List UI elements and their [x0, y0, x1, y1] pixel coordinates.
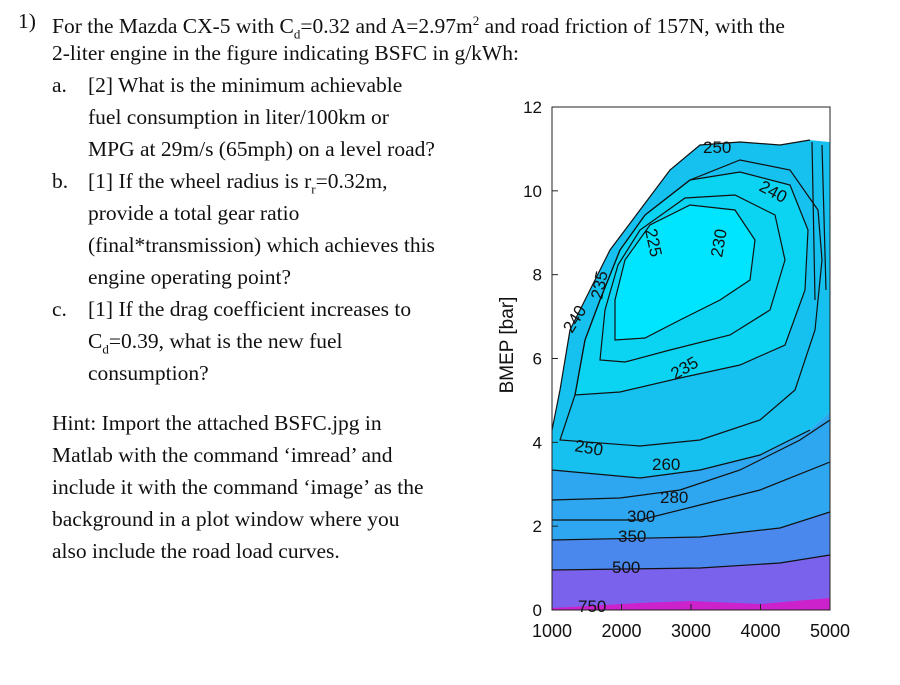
contour-fills [552, 107, 830, 610]
x-axis-ticks [551, 604, 831, 610]
y-tick-label: 12 [523, 100, 542, 117]
contour-label: 280 [660, 488, 688, 507]
contour-label: 250 [573, 436, 604, 460]
plot-blank-region [552, 107, 830, 430]
contour-label: 350 [618, 527, 646, 546]
part-b-line: (final*transmission) which achieves this [88, 233, 435, 257]
part-a-line: fuel consumption in liter/100km or [88, 105, 389, 129]
contour-line [574, 171, 809, 396]
x-tick-label: 2000 [601, 621, 641, 641]
contour-label: 230 [707, 227, 731, 258]
contour-line [614, 204, 756, 341]
y-tick-label: 4 [533, 433, 542, 452]
y-tick-label: 6 [533, 350, 542, 369]
y-tick-label: 0 [533, 601, 542, 620]
x-tick-label: 4000 [740, 621, 780, 641]
contour-line [552, 429, 811, 479]
part-a-line: MPG at 29m/s (65mph) on a level road? [88, 137, 435, 161]
hint-line: Matlab with the command ‘imread’ and [52, 443, 393, 467]
part-a-line: [2] What is the minimum achievable [88, 73, 403, 97]
contour-line [552, 511, 830, 541]
part-b-line: provide a total gear ratio [88, 201, 300, 225]
part-c-line: consumption? [88, 361, 209, 385]
part-c-line: [1] If the drag coefficient increases to [88, 297, 412, 321]
hint-line: also include the road load curves. [52, 539, 340, 563]
question-intro-line-2: 2-liter engine in the figure indicating … [52, 41, 519, 65]
hint-line: Hint: Import the attached BSFC.jpg in [52, 411, 382, 435]
contour-label: 750 [578, 597, 606, 616]
contour-label: 500 [612, 558, 640, 577]
y-tick-label: 8 [533, 266, 542, 285]
contour-line [811, 141, 827, 301]
contour-line [599, 194, 786, 363]
contour-line [552, 139, 811, 431]
contour-band-500 [552, 555, 830, 608]
y-axis-tick-labels: 0 2 4 6 8 10 12 [523, 100, 542, 620]
contour-band-350 [552, 512, 830, 570]
x-axis-tick-labels: 1000 2000 3000 4000 5000 [532, 621, 850, 641]
contour-label: 260 [652, 455, 680, 474]
y-axis-ticks [552, 106, 558, 611]
hint-line: include it with the command ‘image’ as t… [52, 475, 424, 499]
part-c-label: c. [52, 297, 67, 321]
x-tick-label: 5000 [810, 621, 850, 641]
hint-line: background in a plot window where you [52, 507, 400, 531]
question-intro-line-1: For the Mazda CX-5 with Cd=0.32 and A=2.… [52, 13, 785, 42]
question-number: 1) [18, 9, 36, 33]
contour-band-225 [615, 205, 755, 340]
contour-lines [552, 139, 830, 571]
contour-line [552, 461, 830, 521]
x-tick-label: 1000 [532, 621, 572, 641]
contour-label: 250 [703, 138, 731, 157]
contour-line [552, 419, 830, 501]
y-tick-label: 10 [523, 182, 542, 201]
contour-label: 300 [627, 507, 655, 526]
part-b-line: [1] If the wheel radius is rr=0.32m, [88, 169, 388, 197]
bsfc-contour-chart: 0 2 4 6 8 10 12 1000 2000 3000 4000 5000 BMEP [bar… [497, 100, 850, 641]
part-a-label: a. [52, 73, 67, 97]
part-c-line: Cd=0.39, what is the new fuel [88, 329, 343, 357]
y-tick-label: 2 [533, 517, 542, 536]
part-b-line: engine operating point? [88, 265, 291, 289]
contour-band-280 [552, 412, 830, 540]
x-tick-label: 3000 [671, 621, 711, 641]
y-axis-label: BMEP [bar] [497, 297, 518, 394]
contour-line [552, 554, 830, 571]
part-b-label: b. [52, 169, 69, 193]
